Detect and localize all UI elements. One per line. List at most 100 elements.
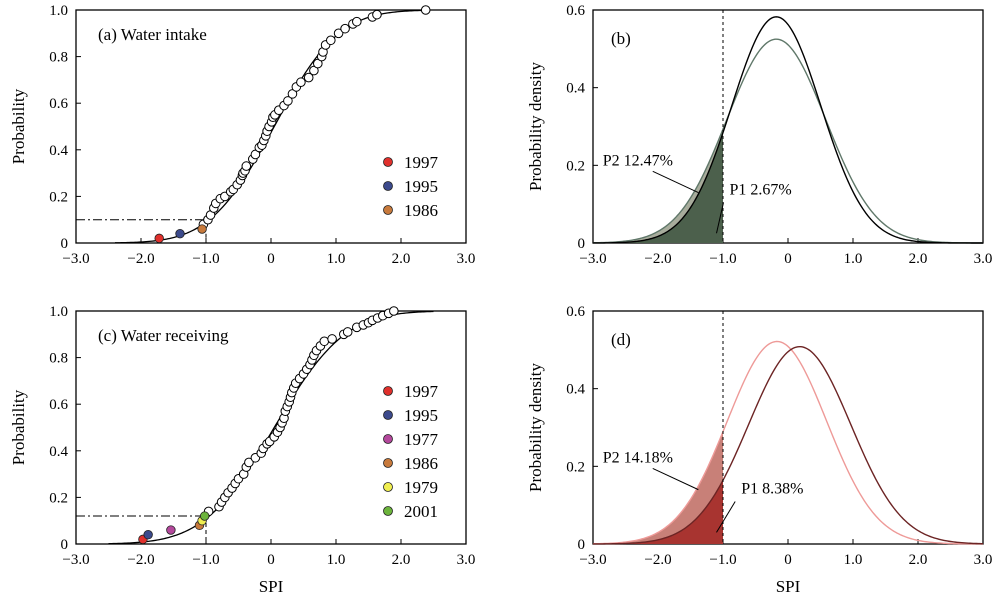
data-point [319, 336, 330, 347]
x-tick-label: 3.0 [457, 251, 476, 267]
density-curve-p2 [592, 340, 983, 545]
y-tick-label: 0.4 [49, 143, 68, 159]
x-tick-label: 0 [267, 251, 275, 267]
x-tick-label: −2.0 [127, 251, 154, 267]
x-tick-label: 1.0 [844, 552, 863, 568]
legend-label-1979: 1979 [404, 478, 438, 497]
x-tick-label: 1.0 [844, 251, 863, 267]
y-tick-label: 1.0 [49, 3, 68, 19]
y-tick-label: 0 [578, 236, 586, 252]
data-point [296, 77, 306, 88]
x-tick-label: 3.0 [974, 552, 993, 568]
panel-title: (d) [611, 330, 631, 349]
x-tick-label: −3.0 [579, 552, 606, 568]
panel-title: (c) Water receiving [98, 326, 229, 345]
y-tick-label: 0.6 [566, 3, 585, 19]
legend-label-1997: 1997 [404, 153, 439, 172]
x-tick-label: −2.0 [644, 552, 671, 568]
data-point [333, 28, 344, 39]
x-tick-label: 2.0 [909, 251, 928, 267]
data-point [283, 96, 293, 106]
x-tick-label: −1.0 [709, 251, 736, 267]
data-point [342, 327, 353, 337]
data-point [241, 161, 252, 171]
annotation-p2: P2 12.47% [603, 152, 673, 169]
x-tick-label: −3.0 [62, 552, 89, 568]
y-tick-label: 0.4 [566, 382, 585, 398]
x-axis-label: SPI [259, 577, 284, 596]
data-point [389, 306, 399, 316]
y-tick-label: 0 [61, 537, 69, 553]
data-point [327, 334, 337, 344]
x-tick-label: 0 [784, 251, 792, 267]
y-tick-label: 0.4 [566, 81, 585, 97]
x-tick-label: −3.0 [62, 251, 89, 267]
x-tick-label: 0 [267, 552, 275, 568]
y-tick-label: 0.4 [49, 444, 68, 460]
x-tick-label: −3.0 [579, 251, 606, 267]
p2-shaded-area [593, 431, 723, 544]
highlighted-point-1995 [143, 529, 153, 540]
legend-label-1995: 1995 [404, 406, 438, 425]
annotation-p2: P2 14.18% [603, 449, 673, 466]
y-tick-label: 0 [61, 236, 69, 252]
annotation-p1: P1 2.67% [730, 181, 792, 198]
density-curve-p1 [592, 345, 984, 545]
y-tick-label: 0.6 [49, 397, 68, 413]
y-tick-label: 0.6 [566, 304, 585, 320]
legend-label-2001: 2001 [404, 502, 438, 521]
x-tick-label: −1.0 [192, 552, 219, 568]
data-point [340, 23, 350, 34]
x-tick-label: −2.0 [644, 251, 671, 267]
highlighted-point-1995 [175, 228, 185, 239]
y-tick-label: 0.2 [49, 189, 68, 205]
data-point [303, 72, 314, 83]
legend-label-1997: 1997 [404, 382, 439, 401]
legend-marker-2001 [383, 506, 393, 516]
x-tick-label: 2.0 [909, 552, 928, 568]
legend-label-1986: 1986 [404, 454, 438, 473]
x-tick-label: 1.0 [327, 251, 346, 267]
leader-line-p2 [652, 467, 699, 491]
legend-marker-1986 [383, 458, 393, 468]
y-tick-label: 0.2 [566, 459, 585, 475]
y-axis-label: Probability [9, 389, 28, 465]
y-tick-label: 0.8 [49, 351, 68, 367]
p1-shaded-area [593, 132, 723, 243]
data-point [352, 16, 362, 27]
density-curve-p1 [593, 16, 984, 244]
legend-marker-1997 [383, 386, 393, 396]
y-axis-label: Probability [9, 88, 28, 164]
y-tick-label: 0.2 [49, 490, 68, 506]
highlighted-point-1997 [154, 233, 164, 244]
legend-label-1995: 1995 [404, 177, 438, 196]
x-tick-label: 2.0 [392, 251, 411, 267]
density-curve-p2 [592, 38, 984, 244]
x-tick-label: −1.0 [192, 251, 219, 267]
legend-label-1986: 1986 [404, 201, 438, 220]
y-tick-label: 0.2 [566, 158, 585, 174]
x-axis-label: SPI [776, 577, 801, 596]
legend-marker-1986 [383, 205, 393, 215]
panel-a: −3.0 −2.0 −1.0 0 1.0 2.0 3.0 0 0.2 0.4 0.6 0.8 1.0 Pr… [9, 3, 475, 267]
legend-marker-1977 [383, 434, 393, 444]
highlighted-point-1977 [166, 525, 176, 535]
panel-title: (b) [611, 29, 631, 48]
panel-b: −3.0 −2.0 −1.0 0 1.0 2.0 3.0 0 0.2 0.4 0.6 Probabil… [526, 3, 992, 267]
leader-line-p1 [716, 202, 724, 234]
annotation-p1: P1 8.38% [741, 481, 803, 498]
leader-line-p1 [716, 501, 736, 533]
x-tick-label: −1.0 [709, 552, 736, 568]
legend-label-1977: 1977 [404, 430, 439, 449]
x-tick-label: 0 [784, 552, 792, 568]
y-axis-label: Probability density [526, 363, 545, 492]
legend-marker-1997 [383, 157, 393, 167]
y-tick-label: 1.0 [49, 304, 68, 320]
panel-d: −3.0 −2.0 −1.0 0 1.0 2.0 3.0 0 0.2 0.4 0.6 Probabil… [526, 304, 992, 596]
p1-shaded-area [593, 480, 723, 544]
panel-c: −3.0 −2.0 −1.0 0 1.0 2.0 3.0 0 0.2 0.4 0.6 0.8 1.0 Pr… [9, 304, 475, 596]
data-point [244, 457, 254, 468]
data-point [372, 9, 382, 20]
x-tick-label: 3.0 [974, 251, 993, 267]
highlighted-point-2001 [199, 511, 210, 521]
